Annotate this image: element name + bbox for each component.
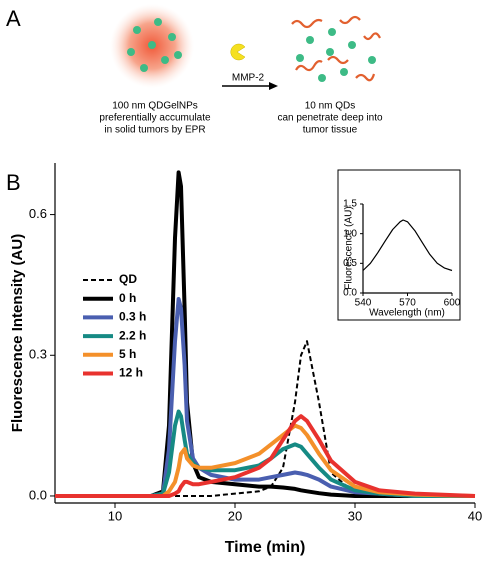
arrow-label: MMP-2 (232, 73, 265, 84)
y-axis-label: Fluorescence (AU) (344, 206, 355, 289)
legend-label: 12 h (119, 366, 143, 380)
x-axis-label: Wavelength (nm) (369, 308, 445, 319)
y-tick-label: 1.0 (343, 228, 357, 239)
x-tick-label: 600 (444, 298, 461, 309)
series-line (362, 219, 453, 272)
series-line (55, 297, 475, 498)
y-tick-label: 1.5 (343, 199, 357, 210)
y-tick-label: 0.0 (29, 487, 47, 502)
series-line (55, 423, 476, 498)
free-qds (296, 28, 376, 82)
legend-label: 5 h (119, 347, 136, 361)
x-tick-label: 20 (228, 509, 242, 524)
x-tick-label: 540 (355, 298, 372, 309)
y-tick-label: 0.5 (343, 258, 357, 269)
series-line (55, 340, 475, 497)
x-axis-label: Time (min) (225, 539, 306, 556)
caption: 100 nm QDGelNPs (112, 101, 198, 112)
inset-frame (337, 169, 461, 321)
series-line (55, 170, 475, 498)
caption: 10 nm QDs (305, 101, 356, 112)
x-tick-label: 10 (108, 509, 122, 524)
caption: tumor tissue (303, 125, 358, 136)
legend-label: 0.3 h (119, 310, 146, 324)
panel-label: A (6, 6, 21, 31)
schematic: MMP-2 100 nm QDGelNPs preferentially acc… (99, 4, 383, 136)
y-tick-label: 0.3 (29, 347, 47, 362)
x-tick-label: 570 (399, 298, 416, 309)
legend-label: 0 h (119, 291, 136, 305)
legend-label: QD (119, 272, 137, 286)
panel-label: B (6, 170, 21, 195)
y-tick-label: 0.6 (29, 206, 47, 221)
caption: preferentially accumulate (99, 113, 211, 124)
peptide-fragments (291, 15, 381, 82)
arrow-head (269, 82, 278, 90)
qd-dots (127, 18, 182, 72)
y-axis-label: Fluorescence Intensity (AU) (9, 234, 26, 432)
caption: can penetrate deep into (277, 113, 383, 124)
series-line (55, 409, 475, 498)
legend-label: 2.2 h (119, 328, 146, 342)
series-line (55, 414, 476, 498)
y-tick-label: 0.0 (343, 288, 357, 299)
x-tick-label: 40 (468, 509, 482, 524)
caption: in solid tumors by EPR (104, 125, 205, 136)
mmp-enzyme (230, 43, 246, 61)
x-tick-label: 30 (348, 509, 362, 524)
